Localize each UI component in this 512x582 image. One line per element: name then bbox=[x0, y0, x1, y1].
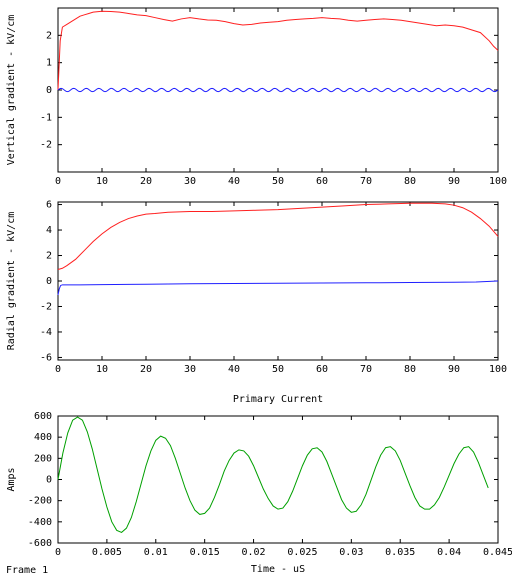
chart-2-series-1-line bbox=[57, 202, 499, 271]
chart-1-x-tick-label: 20 bbox=[140, 176, 152, 187]
chart-2-x-tick-label: 10 bbox=[96, 364, 108, 375]
chart-1-y-tick-label: 1 bbox=[46, 58, 52, 69]
chart-2-x-tick-label: 70 bbox=[360, 364, 372, 375]
chart-2-x-tick-label: 50 bbox=[272, 364, 284, 375]
chart-1-x-tick-label: 0 bbox=[55, 176, 61, 187]
chart-3-x-tick-label: 0.035 bbox=[385, 547, 415, 558]
chart-2-y-axis-label: Radial gradient - kV/cm bbox=[6, 212, 17, 350]
chart-3-y-tick-label: -600 bbox=[28, 538, 52, 549]
chart-1-y-tick-label: 2 bbox=[46, 30, 52, 41]
chart-3-y-tick-label: 400 bbox=[34, 432, 52, 443]
chart-3-y-axis-label: Amps bbox=[6, 467, 17, 491]
chart-3-x-tick-label: 0.03 bbox=[339, 547, 363, 558]
chart-3-series-1-line bbox=[57, 416, 489, 534]
chart-3-y-tick-label: 200 bbox=[34, 453, 52, 464]
chart-3-frame bbox=[57, 415, 499, 544]
chart-3-y-tick-label: 600 bbox=[34, 411, 52, 422]
chart-2-x-tick-label: 30 bbox=[184, 364, 196, 375]
chart-3-x-tick-label: 0.02 bbox=[242, 547, 266, 558]
chart-1-x-tick-label: 40 bbox=[228, 176, 240, 187]
chart-3-x-tick-label: 0.015 bbox=[190, 547, 220, 558]
chart-2-y-tick-label: 2 bbox=[46, 251, 52, 262]
chart-2-x-tick-label: 20 bbox=[140, 364, 152, 375]
chart-3-x-tick-label: 0.04 bbox=[437, 547, 461, 558]
chart-3-x-tick-label: 0 bbox=[55, 547, 61, 558]
chart-2-x-tick-label: 100 bbox=[489, 364, 507, 375]
chart-1-x-tick-label: 70 bbox=[360, 176, 372, 187]
chart-2-y-tick-label: -6 bbox=[40, 352, 52, 363]
chart-3-title: Primary Current bbox=[233, 394, 323, 405]
chart-1-x-tick-label: 10 bbox=[96, 176, 108, 187]
chart-3-x-tick-label: 0.025 bbox=[287, 547, 317, 558]
chart-2-x-tick-label: 40 bbox=[228, 364, 240, 375]
chart-1-x-tick-label: 90 bbox=[448, 176, 460, 187]
chart-2-y-tick-label: -4 bbox=[40, 327, 52, 338]
chart-2-x-tick-label: 60 bbox=[316, 364, 328, 375]
chart-2-y-tick-label: 6 bbox=[46, 200, 52, 211]
chart-2-y-tick-label: 4 bbox=[46, 225, 52, 236]
chart-1-y-tick-label: -1 bbox=[40, 112, 52, 123]
frame-label: Frame 1 bbox=[6, 565, 49, 576]
chart-1-x-tick-label: 30 bbox=[184, 176, 196, 187]
chart-3-x-tick-label: 0.01 bbox=[144, 547, 168, 558]
chart-2-x-tick-label: 0 bbox=[55, 364, 61, 375]
chart-2-y-tick-label: 0 bbox=[46, 276, 52, 287]
chart-1-x-tick-label: 80 bbox=[404, 176, 416, 187]
chart-1-y-axis-label: Vertical gradient - kV/cm bbox=[6, 15, 17, 166]
chart-3-y-tick-label: 0 bbox=[46, 475, 52, 486]
chart-2-series-2-line bbox=[57, 280, 499, 296]
chart-3-x-axis-label: Time - uS bbox=[251, 564, 305, 575]
chart-1-series-1-line bbox=[57, 10, 499, 91]
chart-2-y-tick-label: -2 bbox=[40, 301, 52, 312]
chart-2-x-tick-label: 90 bbox=[448, 364, 460, 375]
chart-1-x-tick-label: 50 bbox=[272, 176, 284, 187]
chart-1-series-2-line bbox=[57, 87, 499, 93]
chart-3-x-tick-label: 0.045 bbox=[483, 547, 512, 558]
chart-1-x-tick-label: 60 bbox=[316, 176, 328, 187]
chart-1-y-tick-label: -2 bbox=[40, 140, 52, 151]
chart-1-x-tick-label: 100 bbox=[489, 176, 507, 187]
chart-3-y-tick-label: -400 bbox=[28, 517, 52, 528]
chart-3-x-tick-label: 0.005 bbox=[92, 547, 122, 558]
chart-2-frame bbox=[57, 201, 499, 361]
chart-1-y-tick-label: 0 bbox=[46, 85, 52, 96]
chart-3-y-tick-label: -200 bbox=[28, 496, 52, 507]
chart-2-x-tick-label: 80 bbox=[404, 364, 416, 375]
